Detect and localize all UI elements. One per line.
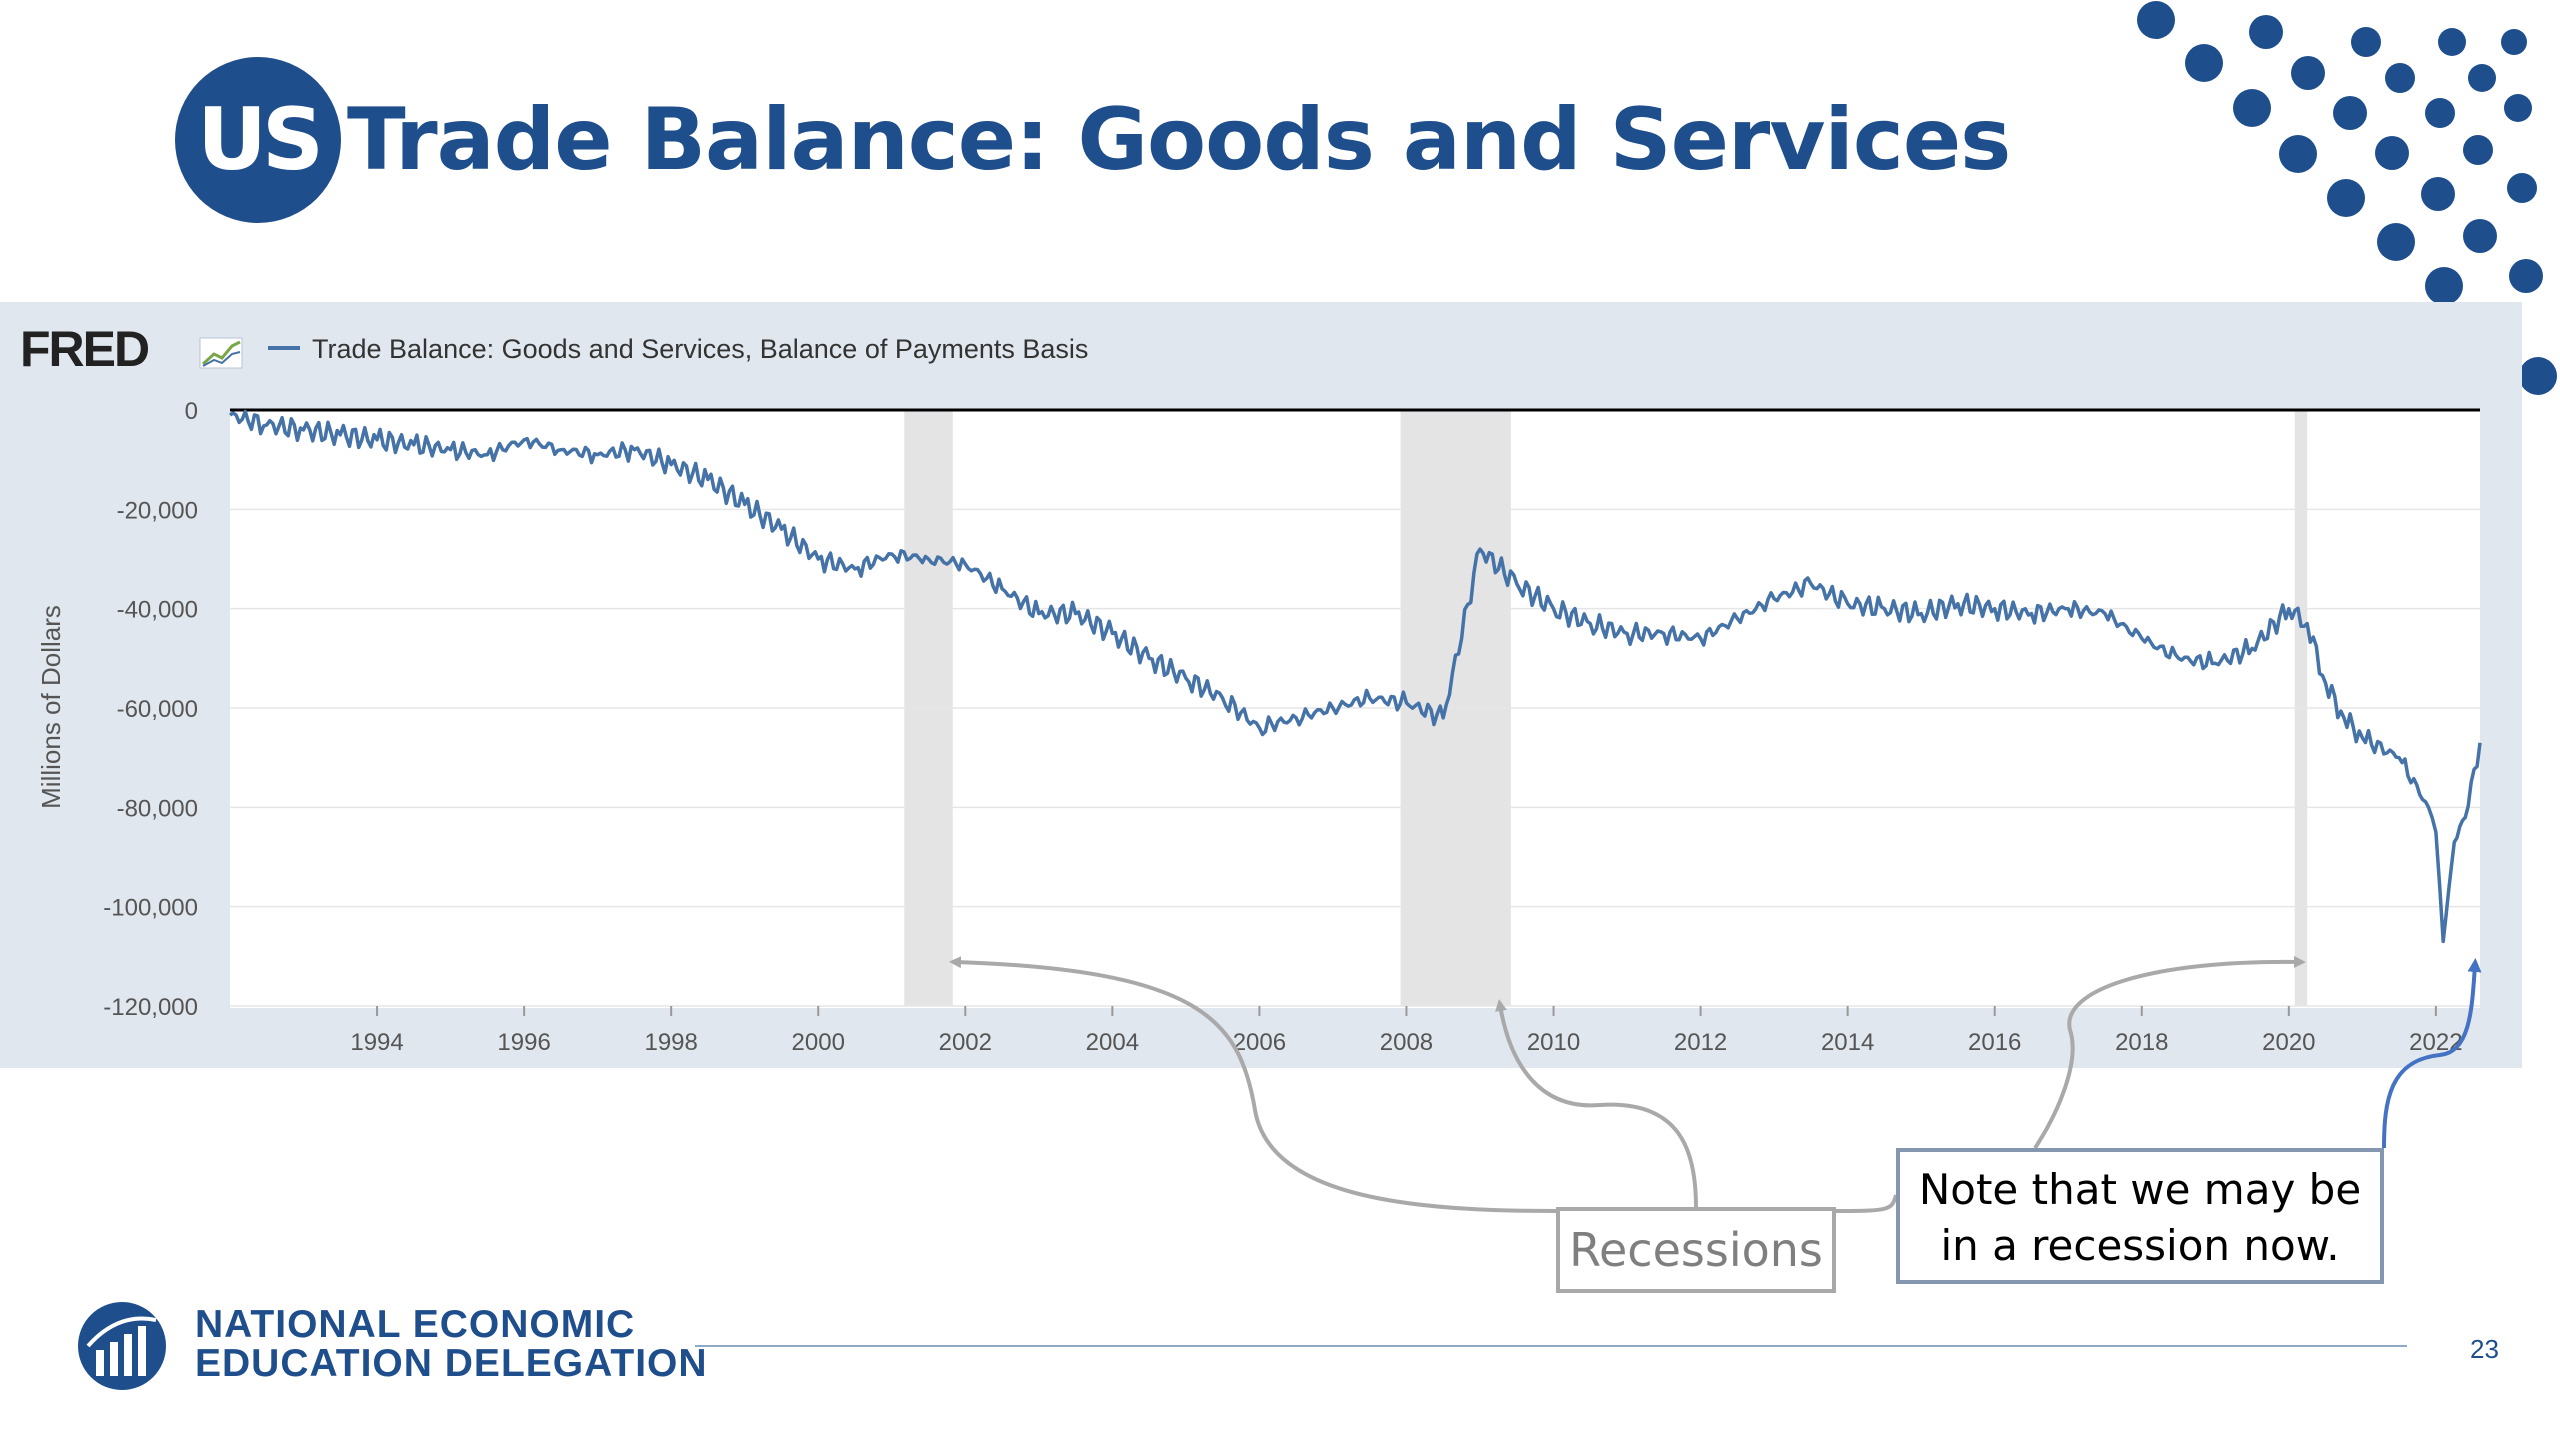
slide-title: US Trade Balance: Goods and Services: [175, 55, 2011, 225]
x-tick-label: 1998: [644, 1029, 697, 1056]
x-tick-label: 2006: [1233, 1029, 1286, 1056]
fred-chart: FRED Trade Balance: Goods and Services, …: [0, 302, 2522, 1068]
note-box: Note that we may be in a recession now.: [1896, 1148, 2384, 1284]
y-axis-label: Millions of Dollars: [36, 605, 66, 809]
fred-logo-icon: [199, 337, 243, 369]
x-tick-label: 1996: [497, 1029, 550, 1056]
x-tick-label: 2020: [2262, 1029, 2315, 1056]
x-tick-label: 1994: [350, 1029, 403, 1056]
y-tick-label: -40,000: [117, 597, 198, 624]
arrow-to-2001-recession: [949, 956, 1557, 1213]
fred-logo: FRED: [20, 321, 149, 377]
note-line-2: in a recession now.: [1940, 1221, 2340, 1270]
chart-svg: FRED Trade Balance: Goods and Services, …: [20, 321, 2482, 1056]
title-text: Trade Balance: Goods and Services: [347, 90, 2011, 190]
y-tick-label: -20,000: [117, 497, 198, 524]
x-tick-label: 2016: [1968, 1029, 2021, 1056]
recessions-label: Recessions: [1556, 1207, 1836, 1293]
need-logo-icon: [78, 1302, 166, 1390]
org-name: NATIONAL ECONOMIC EDUCATION DELEGATION: [195, 1305, 708, 1383]
footer-divider: [695, 1345, 2407, 1347]
arrow-to-2008-recession: [1495, 999, 1698, 1208]
y-tick-label: -120,000: [103, 994, 198, 1021]
series-line-trade-balance: [229, 409, 2482, 944]
arrow-to-2020-recession: [1835, 962, 2300, 1213]
grid-lines: [230, 408, 2480, 1007]
legend-label: Trade Balance: Goods and Services, Balan…: [312, 334, 1088, 364]
x-tick-label: 2012: [1674, 1029, 1727, 1056]
decorative-dots: [2137, 1, 2557, 395]
org-line-2: EDUCATION DELEGATION: [195, 1342, 708, 1385]
y-tick-label: -100,000: [103, 895, 198, 922]
x-axis-ticks: 1994 1996 1998 2000 2002 2004 2006 2008 2010 2012…: [350, 1006, 2463, 1056]
arrow-to-current: [2382, 958, 2482, 1149]
y-tick-label: 0: [185, 398, 198, 425]
us-badge: US: [175, 57, 341, 223]
x-tick-label: 2014: [1821, 1029, 1874, 1056]
page-number: 23: [2470, 1334, 2499, 1364]
x-tick-label: 2018: [2115, 1029, 2168, 1056]
note-line-1: Note that we may be: [1918, 1165, 2362, 1214]
y-tick-label: -60,000: [117, 696, 198, 723]
x-tick-label: 2000: [792, 1029, 845, 1056]
x-tick-label: 2010: [1527, 1029, 1580, 1056]
org-line-1: NATIONAL ECONOMIC: [195, 1303, 636, 1346]
y-axis-ticks: 0 -20,000 -40,000 -60,000 -80,000 -100,000 -12…: [103, 398, 198, 1021]
x-tick-label: 2008: [1380, 1029, 1433, 1056]
y-tick-label: -80,000: [117, 795, 198, 822]
x-tick-label: 2002: [939, 1029, 992, 1056]
x-tick-label: 2004: [1086, 1029, 1139, 1056]
